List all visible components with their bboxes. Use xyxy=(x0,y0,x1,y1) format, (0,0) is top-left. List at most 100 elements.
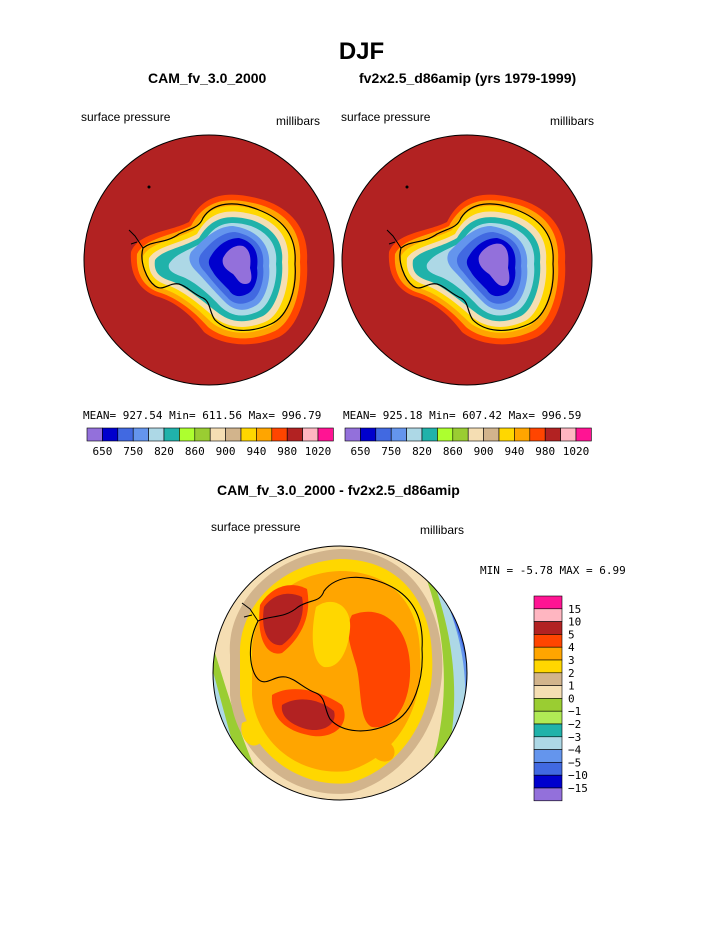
colorbar-diff-tick-label: −3 xyxy=(568,731,581,744)
colorbar-2-tick-label: 750 xyxy=(381,445,401,458)
colorbar-2-tick-label: 860 xyxy=(443,445,463,458)
colorbar-2-swatch xyxy=(467,427,484,442)
colorbar-1-swatch xyxy=(132,427,149,442)
colorbar-panel-1: 650 750 820 860 900 940 980 1020 xyxy=(86,427,334,458)
colorbar-diff-tick-label: −10 xyxy=(568,769,588,782)
colorbar-2-swatch xyxy=(375,427,392,442)
colorbar-2-swatch xyxy=(437,427,454,442)
colorbar-diff-swatch xyxy=(533,723,563,738)
colorbar-1-tick-label: 860 xyxy=(185,445,205,458)
colorbar-2-swatch xyxy=(421,427,438,442)
colorbar-1-tick-label: 1020 xyxy=(305,445,332,458)
page-title: DJF xyxy=(338,38,385,65)
diff-variable-label: surface pressure xyxy=(211,520,301,534)
colorbar-1-swatch xyxy=(163,427,180,442)
colorbar-1-swatch xyxy=(117,427,134,442)
colorbar-1-swatch xyxy=(209,427,226,442)
map-border xyxy=(83,134,335,386)
colorbar-diff-tick-label: −5 xyxy=(568,756,581,769)
colorbar-1-tick-label: 940 xyxy=(246,445,266,458)
colorbar-diff-swatch xyxy=(533,634,563,648)
colorbar-2-swatch xyxy=(406,427,423,442)
colorbar-2-tick-label: 820 xyxy=(412,445,432,458)
colorbar-2-swatch xyxy=(514,427,531,442)
colorbar-1-tick-label: 900 xyxy=(216,445,236,458)
colorbar-panel-2: 650 750 820 860 900 940 980 1020 xyxy=(344,427,592,458)
colorbar-diff-swatch xyxy=(533,646,563,661)
map-border xyxy=(341,134,593,386)
colorbar-2-swatch xyxy=(529,427,546,442)
colorbar-2-swatch xyxy=(360,427,377,442)
colorbar-1-swatch xyxy=(179,427,196,442)
colorbar-1-swatch xyxy=(271,427,288,442)
colorbar-diff-swatch xyxy=(533,595,563,610)
colorbar-1-swatch xyxy=(225,427,242,442)
colorbar-diff-tick-label: 15 xyxy=(568,603,581,616)
colorbar-1-swatch xyxy=(86,427,103,442)
colorbar-diff-swatch xyxy=(533,749,563,763)
colorbar-diff-swatch xyxy=(533,774,563,789)
panel-1-title: CAM_fv_3.0_2000 xyxy=(148,70,267,86)
colorbar-diff-tick-label: 4 xyxy=(568,641,575,654)
colorbar-1-tick-label: 650 xyxy=(92,445,112,458)
panel-2-stats: MEAN= 925.18 Min= 607.42 Max= 996.59 xyxy=(343,409,582,422)
colorbar-1-tick-label: 750 xyxy=(123,445,143,458)
colorbar-diff-swatch xyxy=(533,608,563,622)
colorbar-1-swatch xyxy=(148,427,165,442)
diff-panel-title: CAM_fv_3.0_2000 - fv2x2.5_d86amip xyxy=(217,482,460,498)
colorbar-diff-swatch xyxy=(533,659,563,674)
diff-stats: MIN = -5.78 MAX = 6.99 xyxy=(480,564,626,577)
panel-2-variable-label: surface pressure xyxy=(341,110,431,124)
colorbar-2-swatch xyxy=(483,427,500,442)
colorbar-2-tick-label: 940 xyxy=(504,445,524,458)
colorbar-2-tick-label: 980 xyxy=(535,445,555,458)
colorbar-diff-tick-label: 2 xyxy=(568,667,575,680)
colorbar-diff-tick-label: −15 xyxy=(568,782,588,795)
colorbar-1-swatch xyxy=(194,427,211,442)
colorbar-diff-swatch xyxy=(533,685,563,699)
colorbar-1-swatch xyxy=(286,427,303,442)
colorbar-diff-tick-label: −4 xyxy=(568,744,582,757)
colorbar-diff-swatch xyxy=(533,736,563,750)
colorbar-1-swatch xyxy=(102,427,119,442)
colorbar-2-swatch xyxy=(344,427,361,442)
colorbar-2-swatch xyxy=(390,427,407,442)
colorbar-2-swatch xyxy=(575,427,592,442)
colorbar-diff-tick-label: −2 xyxy=(568,718,581,731)
colorbar-1-tick-label: 980 xyxy=(277,445,297,458)
map-diff-panel xyxy=(212,545,468,801)
panel-1-stats: MEAN= 927.54 Min= 611.56 Max= 996.79 xyxy=(83,409,322,422)
colorbar-1-swatch xyxy=(302,427,319,442)
colorbar-2-swatch xyxy=(452,427,469,442)
antarctica-contours xyxy=(386,185,566,345)
colorbar-2-swatch xyxy=(544,427,561,442)
colorbar-1-tick-label: 820 xyxy=(154,445,174,458)
panel-1-variable-label: surface pressure xyxy=(81,110,171,124)
diff-units-label: millibars xyxy=(420,523,465,537)
colorbar-1-swatch xyxy=(317,427,334,442)
colorbar-1-swatch xyxy=(240,427,257,442)
colorbar-diff-swatch xyxy=(533,762,563,776)
colorbar-2-swatch xyxy=(560,427,577,442)
colorbar-diff-swatch xyxy=(533,621,563,635)
colorbar-diff-tick-label: −1 xyxy=(568,705,581,718)
colorbar-2-swatch xyxy=(498,427,515,442)
colorbar-diff-tick-label: 5 xyxy=(568,628,575,641)
panel-1-units-label: millibars xyxy=(276,114,321,128)
colorbar-2-tick-label: 1020 xyxy=(563,445,590,458)
colorbar-diff-swatch xyxy=(533,787,563,802)
antarctica-contours xyxy=(128,185,308,345)
colorbar-diff-tick-label: 10 xyxy=(568,616,581,629)
colorbar-diff-tick-label: 3 xyxy=(568,654,575,667)
colorbar-diff-swatch xyxy=(533,672,563,686)
map-border xyxy=(212,545,468,801)
map-panel-2 xyxy=(341,134,593,386)
panel-2-title: fv2x2.5_d86amip (yrs 1979-1999) xyxy=(359,70,577,86)
colorbar-diff-tick-label: 0 xyxy=(568,692,575,705)
colorbar-diff-swatch xyxy=(533,710,563,725)
colorbar-diff-tick-label: 1 xyxy=(568,680,575,693)
colorbar-2-tick-label: 650 xyxy=(350,445,370,458)
map-panel-1 xyxy=(83,134,335,386)
colorbar-diff-swatch xyxy=(533,698,563,712)
